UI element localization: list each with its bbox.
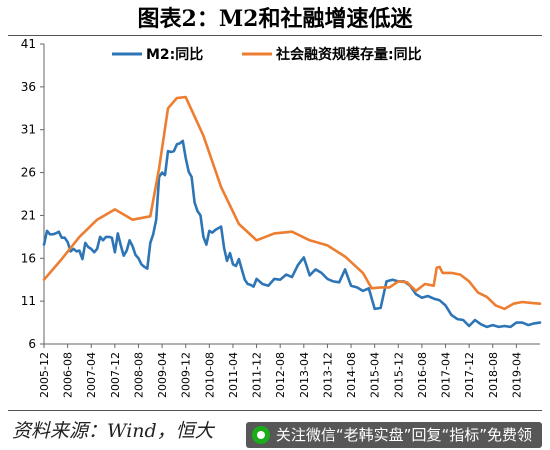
title-divider bbox=[8, 35, 542, 36]
source-note: 资料来源：Wind，恒大 bbox=[12, 420, 214, 442]
x-tick-label: 2018-08 bbox=[487, 352, 500, 398]
x-tick-label: 2009-04 bbox=[156, 352, 169, 398]
y-tick-label: 16 bbox=[21, 251, 36, 265]
y-tick-label: 21 bbox=[21, 208, 36, 222]
x-tick-label: 2011-04 bbox=[227, 352, 240, 398]
chart-title: 图表2：M2和社融增速低迷 bbox=[137, 6, 413, 32]
x-tick-label: 2007-12 bbox=[109, 352, 122, 398]
x-tick-label: 2005-12 bbox=[38, 352, 51, 398]
watermark-banner: 关注微信“老韩实盘”回复“指标”免费领 bbox=[245, 422, 542, 448]
x-tick-label: 2012-08 bbox=[274, 352, 287, 398]
legend-label: 社会融资规模存量:同比 bbox=[275, 46, 422, 63]
x-tick-label: 2016-08 bbox=[416, 352, 429, 398]
y-tick-label: 36 bbox=[21, 80, 36, 94]
x-tick-label: 2017-04 bbox=[440, 352, 453, 398]
x-tick-label: 2007-04 bbox=[85, 352, 98, 398]
y-tick-label: 11 bbox=[21, 294, 36, 308]
wechat-icon bbox=[251, 426, 270, 444]
x-tick-label: 2011-12 bbox=[251, 352, 264, 398]
x-tick-label: 2006-08 bbox=[62, 352, 75, 398]
y-tick-label: 31 bbox=[21, 123, 36, 137]
line-chart: 6 11 16 21 26 31 36 41 2005-12 2006-08 2007-04 2007… bbox=[21, 37, 542, 398]
x-tick-label: 2013-12 bbox=[321, 352, 334, 398]
watermark-text: 关注微信“老韩实盘”回复“指标”免费领 bbox=[275, 426, 532, 444]
chart-axes: 6 11 16 21 26 31 36 41 2005-12 2006-08 2007-04 2007… bbox=[21, 37, 540, 398]
chart-legend: M2:同比 社会融资规模存量:同比 bbox=[112, 46, 422, 63]
y-tick-label: 6 bbox=[28, 337, 36, 351]
series-line-m2 bbox=[42, 139, 542, 329]
chart-series bbox=[42, 95, 542, 329]
x-tick-label: 2009-12 bbox=[180, 352, 193, 398]
x-tick-label: 2013-04 bbox=[298, 352, 311, 398]
x-tick-label: 2010-08 bbox=[203, 352, 216, 398]
x-tick-label: 2019-04 bbox=[510, 352, 523, 398]
legend-label: M2:同比 bbox=[146, 46, 203, 63]
source-divider bbox=[8, 410, 542, 411]
x-tick-label: 2017-12 bbox=[463, 352, 476, 398]
series-line-social-financing bbox=[42, 95, 542, 311]
x-tick-label: 2014-08 bbox=[345, 352, 358, 398]
x-tick-label: 2015-12 bbox=[392, 352, 405, 398]
x-tick-label: 2008-08 bbox=[132, 352, 145, 398]
x-tick-label: 2015-04 bbox=[369, 352, 382, 398]
y-tick-label: 41 bbox=[21, 37, 36, 51]
y-tick-label: 26 bbox=[21, 166, 36, 180]
